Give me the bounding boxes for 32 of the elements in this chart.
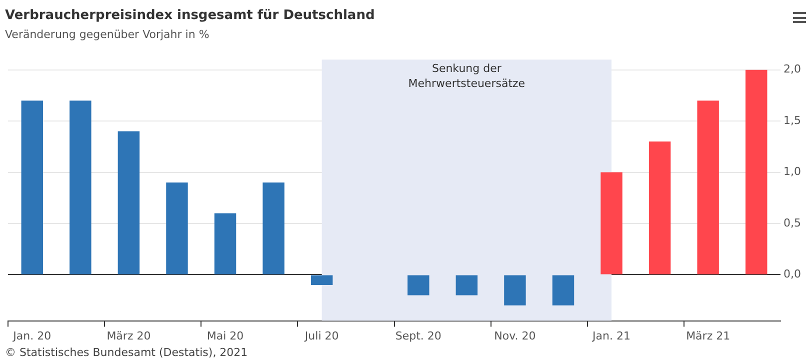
bar (262, 182, 284, 274)
band-label: Senkung der Mehrwertsteuersätze (408, 62, 526, 90)
bar (408, 275, 430, 296)
x-tick-label: Mai 20 (206, 329, 244, 342)
y-tick-label: 1,0 (784, 165, 802, 178)
bar (21, 100, 44, 274)
bar (118, 131, 140, 274)
y-tick-label: 0,0 (784, 268, 802, 281)
bar (697, 100, 719, 274)
x-tick-label: März 20 (106, 329, 151, 342)
bar (70, 100, 92, 274)
y-tick-label: 1,5 (784, 114, 802, 127)
chart-title: Verbraucherpreisindex insgesamt für Deutschland (5, 8, 375, 23)
bar (600, 172, 622, 274)
bar (504, 275, 526, 306)
bar (166, 182, 188, 274)
x-tick-label: Juli 20 (304, 329, 339, 342)
x-tick-label: Sept. 20 (395, 329, 442, 342)
bar (310, 275, 333, 285)
bar (456, 275, 478, 296)
y-tick-label: 2,0 (784, 62, 802, 76)
bar (552, 275, 574, 306)
y-tick-label: 0,5 (784, 216, 802, 230)
x-tick-label: Jan. 21 (592, 329, 630, 342)
x-tick-label: März 21 (686, 329, 730, 342)
bar (746, 70, 768, 274)
bar (648, 142, 671, 274)
chart-subtitle: Veränderung gegenüber Vorjahr in % (5, 28, 210, 41)
bar (214, 213, 236, 274)
x-tick-label: Nov. 20 (494, 329, 536, 342)
text: © Statistisches Bundesamt (Destatis), 2021 (5, 346, 248, 359)
x-tick-label: Jan. 20 (12, 329, 52, 342)
